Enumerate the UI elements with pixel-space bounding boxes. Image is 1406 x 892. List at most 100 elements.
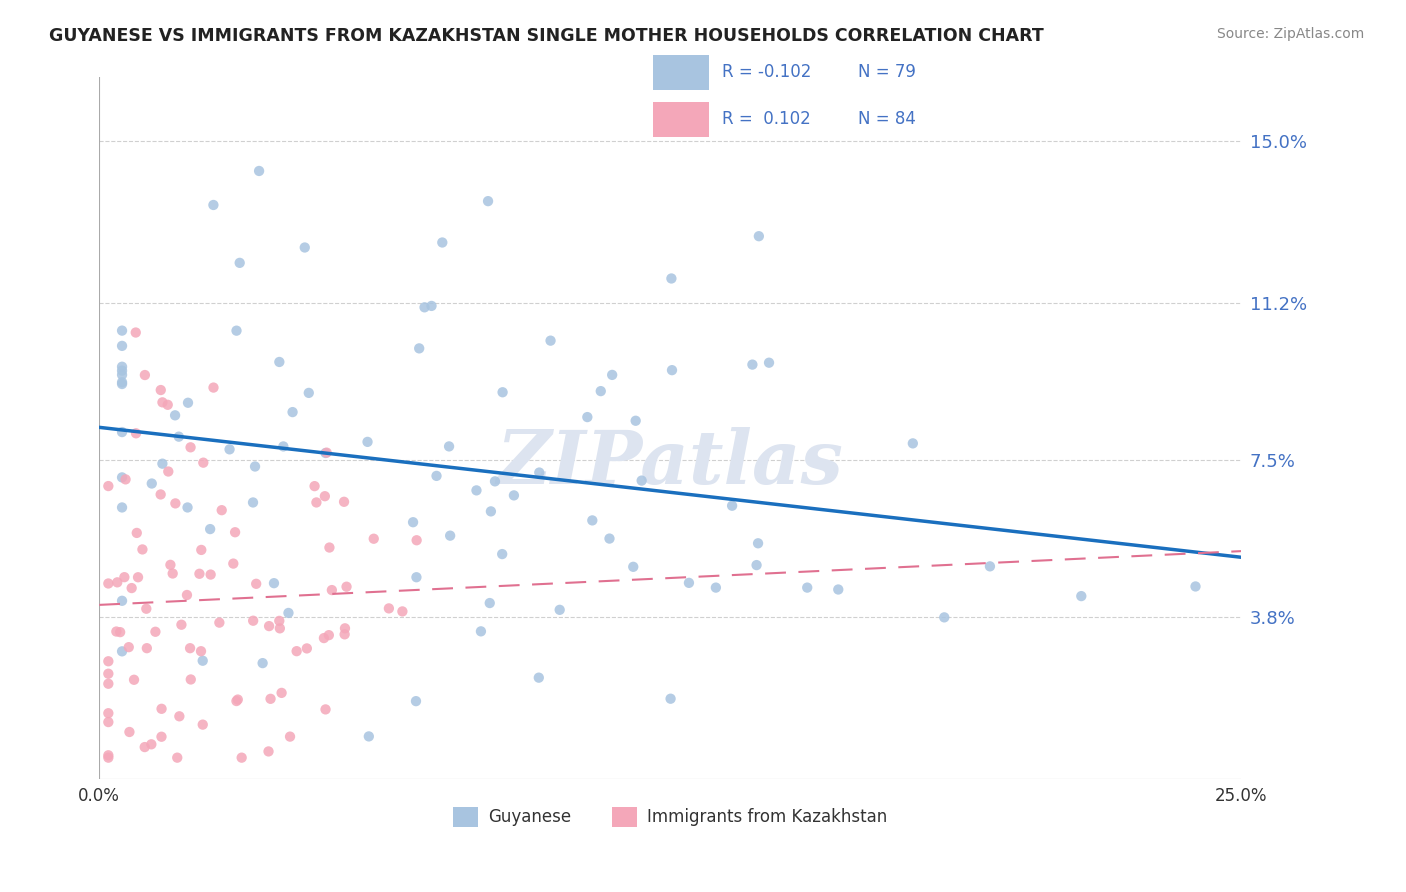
Point [176, 500, 198, 515]
Point [630, 474, 652, 488]
Point [270, 686, 292, 700]
Point [333, 495, 356, 509]
Point [211, 503, 233, 517]
Point [242, 614, 264, 628]
Point [305, 495, 328, 509]
Point [111, 339, 134, 353]
Point [218, 442, 240, 457]
Point [278, 730, 301, 744]
Legend: Guyanese, Immigrants from Kazakhstan: Guyanese, Immigrants from Kazakhstan [446, 800, 894, 834]
Point [122, 673, 145, 687]
Point [257, 619, 280, 633]
Point [231, 750, 253, 764]
Point [166, 750, 188, 764]
Point [589, 384, 612, 398]
Point [141, 737, 163, 751]
Point [598, 532, 620, 546]
Point [741, 358, 763, 372]
Point [315, 702, 337, 716]
Point [979, 559, 1001, 574]
Point [111, 425, 134, 439]
Point [125, 326, 148, 340]
Point [529, 466, 551, 480]
Point [127, 570, 149, 584]
Point [177, 396, 200, 410]
Point [315, 446, 337, 460]
Point [758, 356, 780, 370]
Point [111, 324, 134, 338]
Point [747, 536, 769, 550]
Point [97, 666, 120, 681]
Point [169, 709, 191, 723]
Point [97, 479, 120, 493]
Point [402, 515, 425, 529]
Point [576, 410, 599, 425]
Point [285, 644, 308, 658]
Point [97, 576, 120, 591]
Point [318, 541, 340, 555]
Point [624, 414, 647, 428]
Point [745, 558, 768, 573]
Point [208, 615, 231, 630]
Point [226, 692, 249, 706]
Point [112, 570, 135, 584]
Point [245, 576, 267, 591]
Point [134, 740, 156, 755]
Point [97, 748, 120, 763]
Point [439, 529, 461, 543]
Point [134, 368, 156, 382]
Point [157, 465, 180, 479]
Point [312, 631, 335, 645]
Point [314, 489, 336, 503]
Point [491, 385, 513, 400]
Text: N = 84: N = 84 [858, 111, 915, 128]
Point [263, 576, 285, 591]
Point [277, 606, 299, 620]
Point [131, 542, 153, 557]
Point [225, 694, 247, 708]
Point [118, 725, 141, 739]
Point [408, 342, 430, 356]
Point [704, 581, 727, 595]
Point [478, 596, 501, 610]
Point [167, 430, 190, 444]
Point [121, 581, 143, 595]
Point [357, 730, 380, 744]
Point [391, 604, 413, 618]
Text: R = -0.102: R = -0.102 [723, 63, 811, 81]
Point [356, 434, 378, 449]
Point [247, 164, 270, 178]
Point [125, 525, 148, 540]
Point [315, 445, 337, 459]
Point [405, 570, 427, 584]
Point [222, 557, 245, 571]
Point [170, 617, 193, 632]
Text: GUYANESE VS IMMIGRANTS FROM KAZAKHSTAN SINGLE MOTHER HOUSEHOLDS CORRELATION CHAR: GUYANESE VS IMMIGRANTS FROM KAZAKHSTAN S… [49, 27, 1045, 45]
Point [97, 706, 120, 721]
Text: Source: ZipAtlas.com: Source: ZipAtlas.com [1216, 27, 1364, 41]
Point [97, 750, 120, 764]
Bar [652, 102, 709, 137]
Point [193, 456, 215, 470]
Point [141, 476, 163, 491]
Point [269, 355, 291, 369]
Point [420, 299, 443, 313]
Point [259, 691, 281, 706]
Point [111, 594, 134, 608]
Point [1184, 579, 1206, 593]
Point [156, 398, 179, 412]
Point [111, 364, 134, 378]
Point [413, 301, 436, 315]
Point [198, 522, 221, 536]
Point [150, 457, 173, 471]
Point [1070, 589, 1092, 603]
Point [678, 575, 700, 590]
Point [405, 694, 427, 708]
Point [321, 583, 343, 598]
Point [269, 621, 291, 635]
Point [600, 368, 623, 382]
Point [363, 532, 385, 546]
Point [378, 601, 401, 615]
Point [269, 614, 291, 628]
Point [901, 436, 924, 450]
